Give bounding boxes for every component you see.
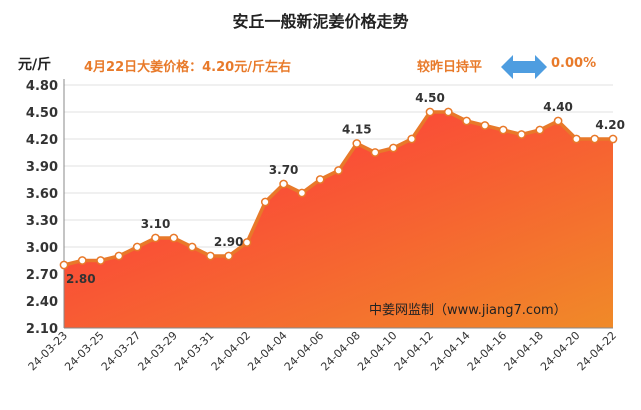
data-point [535,125,545,135]
double-arrow-icon [501,55,547,79]
axes [63,79,613,329]
data-point [407,134,417,144]
y-tick-label: 2.40 [26,295,58,310]
data-point [59,260,69,270]
data-label: 4.50 [415,91,445,105]
data-point [260,197,270,207]
data-point [425,107,435,117]
data-point [498,125,508,135]
data-point [389,143,398,153]
data-label: 4.20 [595,118,625,132]
data-point [224,251,234,261]
y-tick-label: 2.70 [26,268,58,283]
data-point [370,148,380,157]
data-point [572,134,581,144]
y-tick-label: 3.30 [26,214,58,229]
data-label: 4.40 [543,100,573,114]
data-label: 2.80 [66,272,96,286]
data-point [590,134,600,144]
data-point [96,256,105,265]
data-point [352,139,362,148]
y-tick-label: 4.50 [26,106,58,121]
data-point [279,179,288,189]
data-point [206,251,215,261]
change-value: 0.00% [551,56,597,71]
data-labels: 2.80 3.10 2.90 3.70 4.15 4.50 4.40 4.20 [66,91,625,286]
data-point [334,166,343,175]
y-tick-label: 3.90 [26,160,58,175]
data-label: 3.10 [141,217,171,231]
y-tick-label: 3.60 [26,187,58,202]
y-tick-label: 2.10 [26,322,58,337]
data-point [480,121,490,130]
y-axis-unit: 元/斤 [18,57,52,73]
data-label: 3.70 [269,163,299,177]
y-tick-label: 4.80 [26,79,58,94]
data-point [169,233,179,243]
area-fill [64,112,613,328]
y-tick-label: 3.00 [26,241,58,256]
data-point [443,107,453,117]
data-point [187,242,197,252]
data-point [517,130,526,139]
price-note: 4月22日大姜价格：4.20元/斤左右 [84,60,291,75]
data-point [297,188,307,198]
data-points [59,107,618,270]
data-point [242,238,252,247]
data-label: 4.15 [342,123,372,137]
chart-title: 安丘一般新泥姜价格走势 [232,12,409,31]
change-label: 较昨日持平 [417,60,483,75]
y-tick-label: 4.20 [26,133,58,148]
watermark: 中姜网监制（www.jiang7.com） [369,303,567,318]
data-label: 2.90 [214,235,244,249]
x-tick-labels: 24-03-2324-03-2524-03-2724-03-2924-03-31… [26,329,620,374]
data-point [114,251,124,261]
data-point [132,242,142,252]
data-point [608,134,618,144]
y-tick-labels: 2.10 2.40 2.70 3.00 3.30 3.60 3.90 4.20 4.50 4.80 [26,79,58,337]
data-point [553,116,563,126]
data-point [462,116,471,126]
data-point [77,256,87,265]
data-point [151,233,160,243]
data-point [315,175,325,184]
x-tick-label: 24-04-22 [575,329,620,374]
